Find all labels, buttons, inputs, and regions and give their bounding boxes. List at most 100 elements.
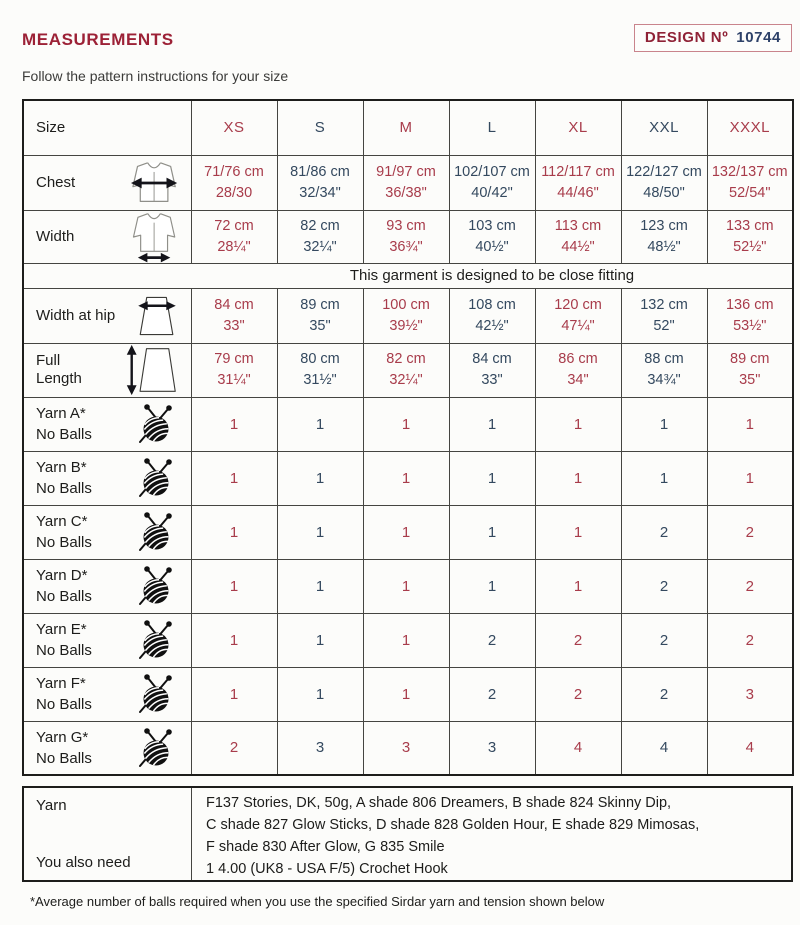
yarn-line: F shade 830 After Glow, G 835 Smile [206, 839, 445, 855]
table-row-width: Width 72 cm 28¼" 82 cm 32¼" 93 cm 36¾" 103 … [22, 209, 794, 264]
yarn-ball-with-needles-icon [135, 727, 181, 769]
yarn-d-label: Yarn D* No Balls [36, 567, 92, 605]
also-need-label: You also need [36, 854, 131, 871]
size-header-xl: XL [534, 99, 622, 156]
yarn-g-balls-cell: 2 [190, 720, 278, 776]
yarn-c-balls-cell: 2 [620, 504, 708, 560]
full-length-label-cell: Full Length [22, 342, 192, 398]
yarn-a-label-cell: Yarn A* No Balls [22, 396, 192, 452]
full-length-value-cell: 79 cm 31¼" [190, 342, 278, 398]
yarn-e-label: Yarn E* No Balls [36, 621, 92, 659]
hip-value-cell: 100 cm 39½" [362, 287, 450, 344]
hip-value-cell: 89 cm 35" [276, 287, 364, 344]
chest-value-cell: 122/127 cm 48/50" [620, 154, 708, 211]
yarn-f-balls-cell: 1 [276, 666, 364, 722]
yarn-g-label: Yarn G* No Balls [36, 728, 92, 767]
yarn-d-balls-cell: 2 [620, 558, 708, 614]
yarn-ball-with-needles-icon [135, 511, 181, 553]
full-length-value-cell: 88 cm 34¾" [620, 342, 708, 398]
table-row-size: Size XS S M L XL XXL XXXL [22, 99, 794, 156]
yarn-c-label: Yarn C* No Balls [36, 513, 92, 551]
page-subtitle: Follow the pattern instructions for your… [22, 68, 289, 84]
yarn-b-balls-cell: 1 [534, 450, 622, 506]
design-number-value: 10744 [736, 29, 781, 46]
yarn-f-balls-cell: 1 [362, 666, 450, 722]
table-row-yarn-e: Yarn E* No Balls 1 1 1 2 2 2 2 [22, 612, 794, 668]
yarn-a-balls-cell: 1 [190, 396, 278, 452]
width-label-cell: Width [22, 209, 192, 264]
yarn-line: F137 Stories, DK, 50g, A shade 806 Dream… [206, 795, 672, 811]
yarn-g-balls-cell: 3 [362, 720, 450, 776]
yarn-d-balls-cell: 2 [706, 558, 794, 614]
chest-label-cell: Chest [22, 154, 192, 211]
yarn-b-balls-cell: 1 [706, 450, 794, 506]
yarn-details-labels: Yarn You also need [24, 788, 192, 880]
chest-value-cell: 102/107 cm 40/42" [448, 154, 536, 211]
size-header-m: M [362, 99, 450, 156]
yarn-d-balls-cell: 1 [534, 558, 622, 614]
footnote: *Average number of balls required when y… [30, 894, 605, 909]
size-row-label-cell: Size [22, 99, 192, 156]
table-row-yarn-a: Yarn A* No Balls 1 1 1 1 1 1 1 [22, 396, 794, 452]
width-value-cell: 93 cm 36¾" [362, 209, 450, 264]
hip-value-cell: 84 cm 33" [190, 287, 278, 344]
hip-label: Width at hip [36, 306, 116, 324]
yarn-a-balls-cell: 1 [362, 396, 450, 452]
size-row-label: Size [36, 118, 66, 136]
yarn-ball-with-needles-icon [135, 619, 181, 661]
sweater-hem-width-arrow-icon [126, 211, 184, 263]
yarn-g-balls-cell: 4 [706, 720, 794, 776]
yarn-ball-with-needles-icon [135, 673, 181, 715]
yarn-a-label: Yarn A* No Balls [36, 405, 92, 443]
yarn-c-label-cell: Yarn C* No Balls [22, 504, 192, 560]
table-row-yarn-g: Yarn G* No Balls 2 3 3 3 4 4 4 [22, 720, 794, 776]
table-row-chest: Chest 71/76 cm 28/30 81/86 cm 32/34" 91/97… [22, 154, 794, 211]
yarn-d-balls-cell: 1 [362, 558, 450, 614]
width-value-cell: 103 cm 40½" [448, 209, 536, 264]
yarn-c-balls-cell: 2 [706, 504, 794, 560]
width-value-cell: 113 cm 44½" [534, 209, 622, 264]
width-value-cell: 133 cm 52½" [706, 209, 794, 264]
chest-value-cell: 81/86 cm 32/34" [276, 154, 364, 211]
table-row-fit-note: This garment is designed to be close fit… [22, 262, 794, 289]
yarn-b-label: Yarn B* No Balls [36, 459, 92, 497]
yarn-e-balls-cell: 1 [362, 612, 450, 668]
yarn-b-balls-cell: 1 [448, 450, 536, 506]
chest-label: Chest [36, 173, 76, 191]
yarn-c-balls-cell: 1 [448, 504, 536, 560]
yarn-b-label-cell: Yarn B* No Balls [22, 450, 192, 506]
yarn-b-balls-cell: 1 [362, 450, 450, 506]
yarn-d-label-cell: Yarn D* No Balls [22, 558, 192, 614]
yarn-e-balls-cell: 2 [448, 612, 536, 668]
table-row-yarn-d: Yarn D* No Balls 1 1 1 1 1 2 2 [22, 558, 794, 614]
width-label: Width [36, 227, 75, 245]
yarn-details-text: F137 Stories, DK, 50g, A shade 806 Dream… [192, 788, 791, 880]
yarn-line: C shade 827 Glow Sticks, D shade 828 Gol… [206, 817, 700, 833]
yarn-d-balls-cell: 1 [276, 558, 364, 614]
size-header-xxl: XXL [620, 99, 708, 156]
yarn-e-balls-cell: 1 [276, 612, 364, 668]
hip-value-cell: 132 cm 52" [620, 287, 708, 344]
garment-full-length-arrow-icon [122, 345, 184, 395]
yarn-c-balls-cell: 1 [362, 504, 450, 560]
yarn-g-balls-cell: 3 [276, 720, 364, 776]
chest-value-cell: 132/137 cm 52/54" [706, 154, 794, 211]
full-length-value-cell: 84 cm 33" [448, 342, 536, 398]
yarn-ball-with-needles-icon [135, 403, 181, 445]
chest-value-cell: 112/117 cm 44/46" [534, 154, 622, 211]
yarn-f-balls-cell: 1 [190, 666, 278, 722]
hip-value-cell: 108 cm 42½" [448, 287, 536, 344]
yarn-b-balls-cell: 1 [190, 450, 278, 506]
size-header-s: S [276, 99, 364, 156]
yarn-d-balls-cell: 1 [190, 558, 278, 614]
hip-value-cell: 136 cm 53½" [706, 287, 794, 344]
fit-note-cell: This garment is designed to be close fit… [22, 262, 794, 289]
full-length-value-cell: 80 cm 31½" [276, 342, 364, 398]
yarn-ball-with-needles-icon [135, 565, 181, 607]
design-number-box: DESIGN Nº 10744 [633, 24, 792, 52]
yarn-e-balls-cell: 2 [706, 612, 794, 668]
hip-value-cell: 120 cm 47¼" [534, 287, 622, 344]
fit-note-text: This garment is designed to be close fit… [349, 267, 635, 284]
yarn-f-label-cell: Yarn F* No Balls [22, 666, 192, 722]
